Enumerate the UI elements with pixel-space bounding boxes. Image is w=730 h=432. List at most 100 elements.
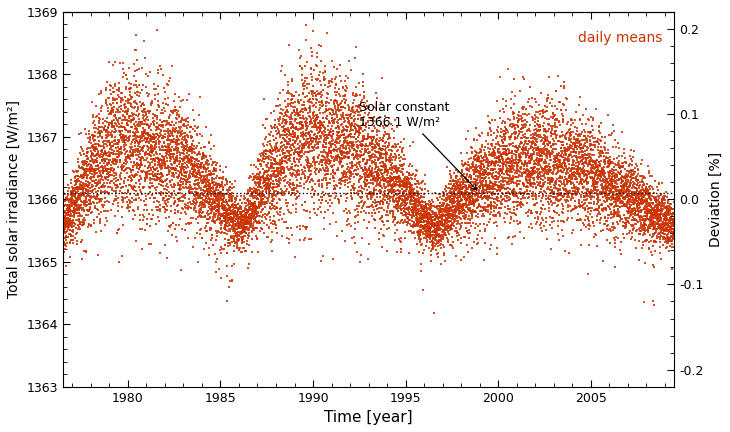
- Point: [205, 210, 217, 216]
- Point: [643, 167, 655, 174]
- Point: [241, 223, 253, 230]
- Point: [534, 121, 545, 128]
- Point: [336, 227, 347, 234]
- Point: [173, 137, 185, 144]
- Point: [212, 233, 223, 240]
- Point: [115, 103, 127, 110]
- Point: [669, 229, 680, 236]
- Point: [124, 127, 136, 134]
- Point: [355, 159, 366, 165]
- Point: [431, 237, 442, 244]
- Point: [304, 131, 315, 138]
- Point: [535, 175, 547, 182]
- Point: [235, 209, 247, 216]
- Point: [564, 174, 576, 181]
- Point: [466, 144, 478, 151]
- Point: [526, 139, 538, 146]
- Point: [646, 206, 658, 213]
- Point: [521, 160, 533, 167]
- Point: [458, 182, 470, 189]
- Text: daily means: daily means: [577, 31, 662, 44]
- Point: [230, 194, 242, 201]
- Point: [98, 138, 110, 145]
- Point: [397, 145, 409, 152]
- Point: [347, 99, 359, 106]
- Point: [372, 126, 383, 133]
- Point: [424, 238, 436, 245]
- Point: [289, 171, 301, 178]
- Point: [620, 159, 632, 165]
- Point: [300, 142, 312, 149]
- Point: [557, 160, 569, 167]
- Point: [88, 141, 100, 148]
- Point: [255, 193, 266, 200]
- Point: [656, 221, 667, 228]
- Point: [424, 231, 436, 238]
- Point: [388, 193, 399, 200]
- Point: [233, 229, 245, 236]
- Point: [502, 206, 514, 213]
- Point: [404, 205, 416, 212]
- Point: [85, 221, 96, 228]
- Point: [459, 201, 471, 208]
- Point: [249, 215, 261, 222]
- Point: [652, 205, 664, 212]
- Point: [554, 192, 566, 199]
- Point: [162, 128, 174, 135]
- Point: [536, 184, 548, 191]
- Point: [82, 223, 94, 230]
- Point: [431, 249, 443, 256]
- Point: [319, 124, 331, 131]
- Point: [355, 199, 366, 206]
- Point: [603, 170, 615, 177]
- Point: [641, 188, 653, 195]
- Point: [257, 121, 269, 128]
- Point: [585, 195, 597, 202]
- Point: [488, 181, 500, 187]
- Point: [364, 189, 376, 196]
- Point: [123, 174, 135, 181]
- Point: [434, 205, 446, 212]
- Point: [307, 128, 318, 135]
- Point: [172, 162, 183, 169]
- Point: [627, 211, 639, 218]
- Point: [253, 190, 265, 197]
- Point: [122, 201, 134, 208]
- Point: [518, 145, 529, 152]
- Point: [546, 201, 558, 208]
- Point: [388, 173, 400, 180]
- Point: [441, 206, 453, 213]
- Point: [611, 197, 623, 203]
- Point: [445, 211, 457, 218]
- Point: [94, 130, 106, 137]
- Point: [632, 207, 644, 214]
- Point: [244, 172, 256, 179]
- Point: [546, 188, 558, 195]
- Point: [318, 157, 330, 164]
- Point: [120, 103, 131, 110]
- Point: [526, 181, 537, 188]
- Point: [416, 212, 428, 219]
- Point: [293, 63, 305, 70]
- Point: [386, 175, 398, 181]
- Point: [618, 235, 630, 241]
- Point: [619, 158, 631, 165]
- Point: [171, 110, 182, 117]
- Point: [242, 207, 253, 214]
- Point: [634, 191, 645, 198]
- Point: [474, 169, 485, 176]
- Point: [147, 147, 159, 154]
- Point: [336, 178, 347, 184]
- Point: [621, 194, 633, 200]
- Point: [595, 178, 607, 185]
- Point: [631, 175, 642, 182]
- Point: [292, 112, 304, 119]
- Point: [525, 173, 537, 180]
- Point: [156, 157, 168, 164]
- Point: [585, 186, 596, 193]
- Point: [660, 220, 672, 227]
- Point: [360, 166, 372, 173]
- Point: [596, 167, 607, 174]
- Point: [369, 216, 381, 223]
- Point: [583, 145, 594, 152]
